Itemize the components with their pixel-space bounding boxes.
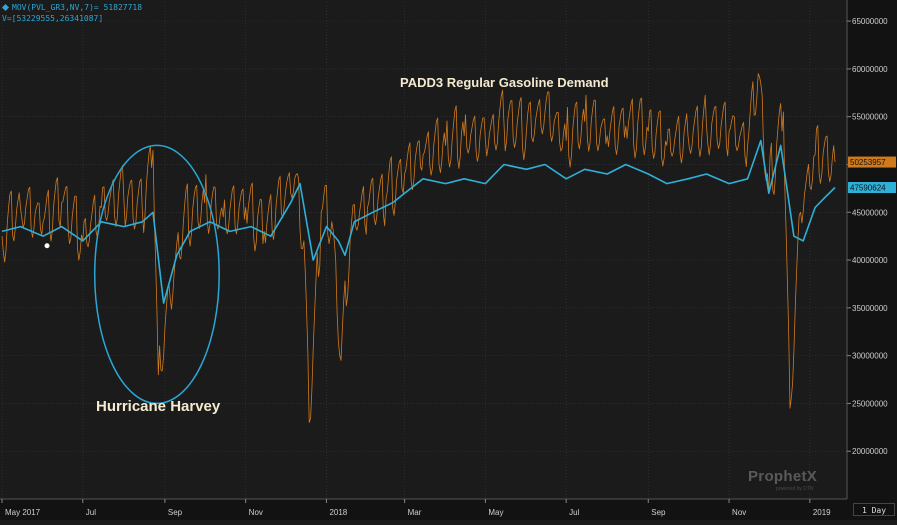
- y-tick-label: 25000000: [852, 399, 888, 408]
- legend: MOV(PVL_GR3,NV,7)= 51827718 V=[53229555,…: [1, 2, 143, 24]
- x-tick-label: May: [488, 508, 503, 517]
- y-tick-label: 20000000: [852, 447, 888, 456]
- y-tick-label: 65000000: [852, 17, 888, 26]
- data-marker: [44, 243, 50, 249]
- y-axis-panel: [847, 0, 897, 520]
- y-tick-label: 60000000: [852, 65, 888, 74]
- y-tick-label: 35000000: [852, 304, 888, 313]
- legend-series-label: MOV(PVL_GR3,NV,7)= 51827718: [12, 3, 143, 12]
- brand-subtitle: powered by DTN: [776, 486, 814, 492]
- legend-cursor-value: V=[53229555,26341087]: [2, 14, 104, 23]
- x-tick-label: Mar: [408, 508, 422, 517]
- last-value-tag: [848, 156, 896, 168]
- last-value-label: 47590624: [850, 184, 886, 193]
- x-tick-label: Nov: [249, 508, 263, 517]
- x-tick-label: Jul: [86, 508, 96, 517]
- period-selector[interactable]: 1 Day: [853, 503, 895, 516]
- x-axis-panel: [0, 499, 897, 520]
- legend-series-entry[interactable]: MOV(PVL_GR3,NV,7)= 51827718: [1, 2, 143, 13]
- y-tick-label: 40000000: [852, 256, 888, 265]
- chart-title: PADD3 Regular Gasoline Demand: [400, 75, 609, 90]
- x-tick-label: Nov: [732, 508, 746, 517]
- x-tick-label: Sep: [168, 508, 183, 517]
- annotation-label: Hurricane Harvey: [96, 398, 221, 415]
- y-tick-label: 55000000: [852, 113, 888, 122]
- series-diamond-icon: [1, 3, 10, 12]
- annotation-ellipse: [93, 144, 220, 405]
- x-tick-label: 2018: [329, 508, 347, 517]
- x-tick-label: Jul: [569, 508, 579, 517]
- series-raw-line: [1, 73, 836, 423]
- series-moving-average-line: [1, 139, 836, 304]
- x-tick-label: Sep: [651, 508, 666, 517]
- x-tick-label: 2019: [813, 508, 831, 517]
- brand-logo: ProphetX: [748, 468, 818, 485]
- last-value-tag: [848, 182, 896, 194]
- plot-background: [2, 2, 847, 499]
- y-tick-label: 45000000: [852, 208, 888, 217]
- x-tick-label: May 2017: [5, 508, 41, 517]
- last-value-label: 50253957: [850, 158, 886, 167]
- y-tick-label: 30000000: [852, 352, 888, 361]
